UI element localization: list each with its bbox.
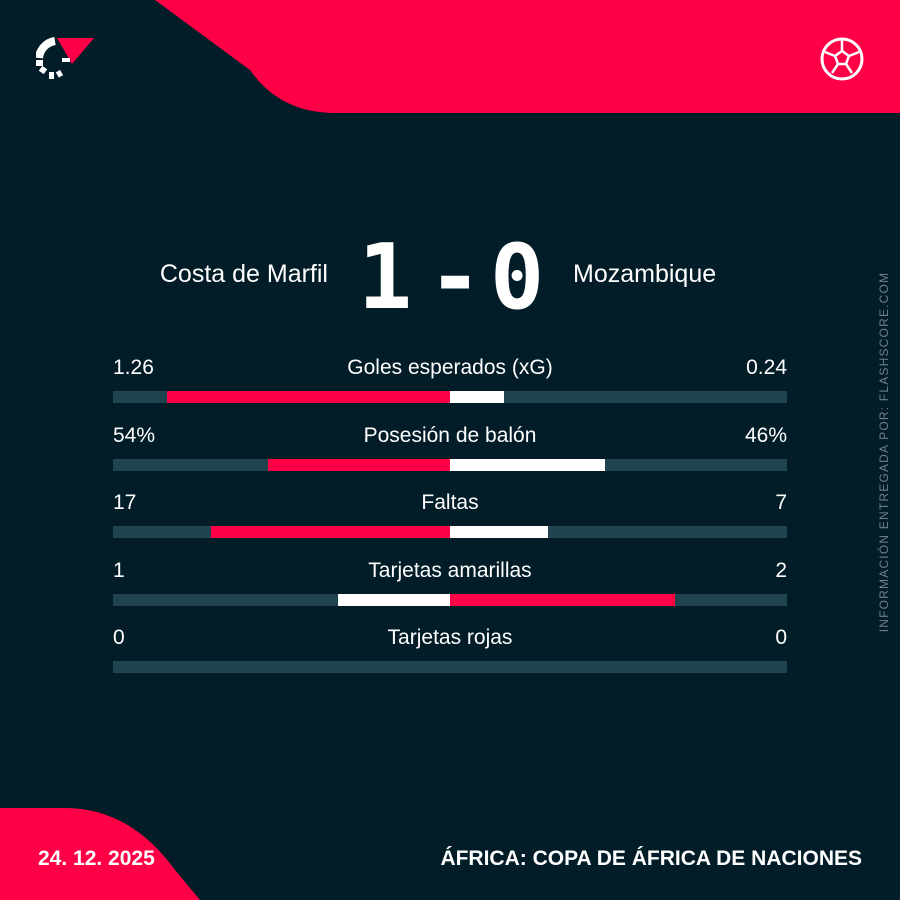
away-stat-value: 46% [744,424,787,447]
data-source-credit: INFORMACIÓN ENTREGADA POR: FLASHSCORE.CO… [877,271,891,633]
stat-row-fouls: 17 Faltas 7 [113,489,787,539]
away-bar-fill [450,459,605,471]
away-bar-fill [450,526,548,538]
score-separator: - [428,225,483,330]
stat-row-red-cards: 0 Tarjetas rojas 0 [113,624,787,674]
stat-row-yellow-cards: 1 Tarjetas amarillas 2 [113,557,787,607]
soccer-ball-icon[interactable] [820,37,864,81]
stat-label: Tarjetas rojas [387,626,513,649]
away-stat-value: 2 [775,559,787,582]
stat-bar [113,526,787,538]
home-stat-value: 17 [113,491,137,514]
competition-name: ÁFRICA: COPA DE ÁFRICA DE NACIONES [440,847,862,870]
home-stat-value: 1 [113,559,125,582]
away-bar-fill [450,594,675,606]
stat-label: Goles esperados (xG) [347,356,553,379]
away-stat-value: 0.24 [746,356,787,379]
home-stat-value: 1.26 [113,356,154,379]
home-bar-fill [268,459,450,471]
away-stat-value: 7 [775,491,787,514]
stat-bar [113,459,787,471]
home-stat-value: 54% [113,424,156,447]
away-stat-value: 0 [775,626,787,649]
stat-row-possession: 54% Posesión de balón 46% [113,422,787,472]
home-score: 1 [358,225,413,330]
header-red-shape [155,0,900,113]
home-bar-fill [167,391,450,403]
stat-bar [113,391,787,403]
match-date: 24. 12. 2025 [38,847,155,870]
stat-bar [113,594,787,606]
away-team-name: Mozambique [573,260,717,288]
stat-bar [113,661,787,673]
home-stat-value: 0 [113,626,125,649]
away-score: 0 [490,225,545,330]
stat-row-xg: 1.26 Goles esperados (xG) 0.24 [113,354,787,404]
stat-label: Posesión de balón [363,424,537,447]
flashscore-logo [36,37,94,79]
stat-label: Tarjetas amarillas [368,559,532,582]
home-team-name: Costa de Marfil [159,260,328,288]
home-bar-fill [211,526,450,538]
home-bar-fill [338,594,450,606]
stat-label: Faltas [421,491,479,514]
away-bar-fill [450,391,504,403]
